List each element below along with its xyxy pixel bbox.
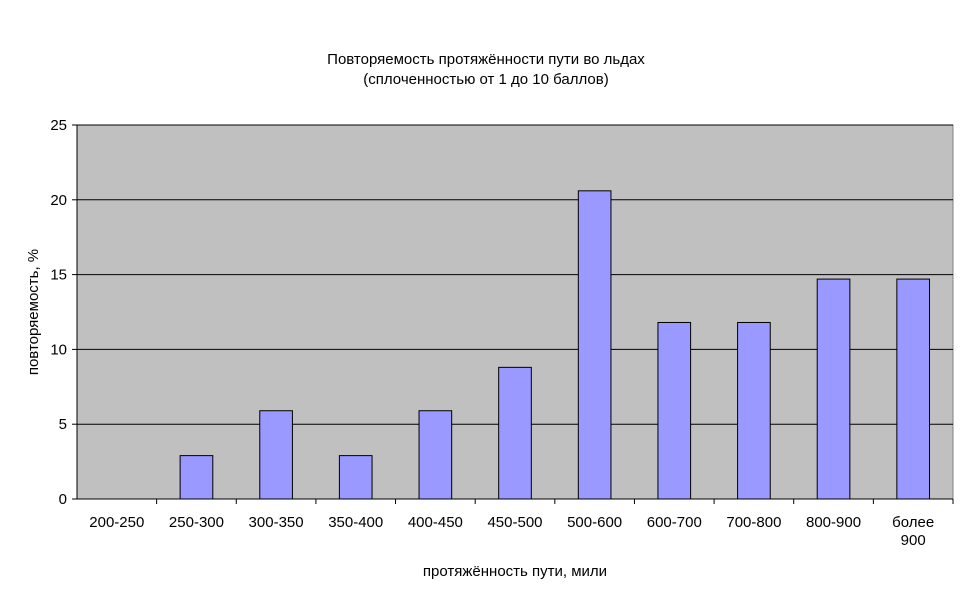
y-axis-label: повторяемость, % (25, 249, 42, 375)
gridlines (77, 124, 953, 425)
y-tick-label: 10 (50, 341, 67, 358)
x-axis-label: протяжённость пути, мили (423, 563, 607, 580)
y-tick-label: 5 (59, 416, 67, 433)
y-tick-label: 20 (50, 192, 67, 209)
bar (577, 190, 612, 500)
y-tick-label: 15 (50, 267, 67, 284)
bar (498, 366, 532, 500)
x-tick-label: 600-700 (647, 514, 702, 531)
x-tick-label: 700-800 (726, 514, 781, 531)
y-tick-label: 0 (59, 491, 67, 508)
bar (179, 455, 214, 500)
x-tick-label: 200-250 (89, 514, 144, 531)
x-tick-label: 400-450 (408, 514, 463, 531)
bar (737, 321, 771, 500)
bar (338, 455, 373, 500)
bars (179, 190, 931, 500)
chart-subtitle: (сплоченностью от 1 до 10 баллов) (363, 71, 608, 88)
x-tick-label: 800-900 (806, 514, 861, 531)
x-tick-label: 350-400 (328, 514, 383, 531)
x-tick-label: более 900 (892, 514, 934, 549)
axes (72, 124, 954, 504)
x-tick-label: 250-300 (169, 514, 224, 531)
y-tick-labels: 0 5 10 15 20 25 (50, 117, 67, 508)
bar (418, 410, 453, 500)
bar (657, 321, 692, 500)
x-tick-label: 500-600 (567, 514, 622, 531)
bar (259, 410, 293, 500)
bar (896, 278, 931, 500)
x-tick-label: 300-350 (249, 514, 304, 531)
bar (816, 278, 851, 500)
y-tick-label: 25 (50, 117, 67, 134)
x-tick-label: 450-500 (487, 514, 542, 531)
x-tick-labels: 200-250 250-300 300-350 350-400 400-450 450-5… (89, 514, 934, 549)
chart-title: Повторяемость протяжённости пути во льда… (327, 51, 645, 68)
